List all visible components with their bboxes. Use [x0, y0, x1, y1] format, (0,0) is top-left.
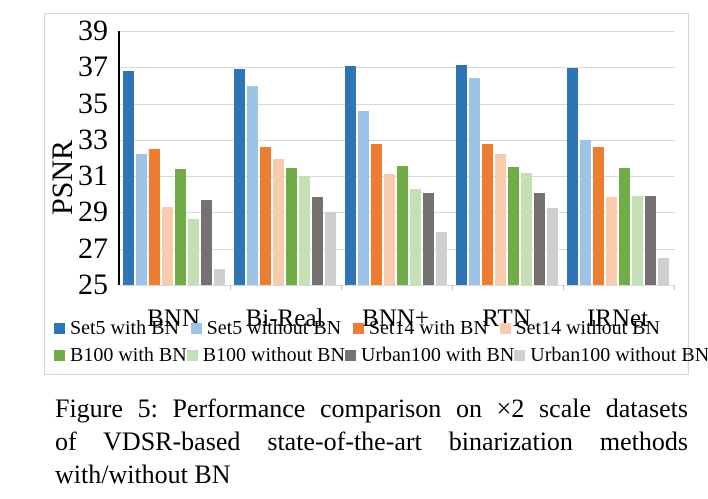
- y-tick-label-35: 35: [78, 86, 108, 120]
- bar-IRNet-set5-with-bn: [567, 68, 578, 285]
- bar-IRNet-b100-without-bn: [632, 196, 643, 285]
- legend-label: Set5 with BN: [70, 316, 179, 339]
- legend-item-urban100-with-bn: Urban100 with BN: [344, 343, 515, 367]
- bar-IRNet-urban100-with-bn: [645, 196, 656, 285]
- bar-BNN-b100-without-bn: [188, 218, 199, 285]
- legend-label: Urban100 without BN: [530, 343, 708, 366]
- legend-item-urban100-without-bn: Urban100 without BN: [514, 344, 708, 367]
- bar-RTN-set5-without-bn: [469, 78, 480, 285]
- legend-item-set5-without-bn: Set5 without BN: [190, 316, 342, 340]
- bar-BNN-set14-with-bn: [149, 148, 160, 285]
- bar-group-BNN: [120, 31, 231, 285]
- x-axis-tick: [230, 285, 231, 290]
- y-tick-label-33: 33: [78, 122, 108, 156]
- bar-BNN-set5-with-bn: [123, 70, 134, 285]
- figure-caption: Figure 5: Performance comparison on ×2 s…: [55, 392, 688, 491]
- bar-RTN-set5-with-bn: [456, 64, 467, 285]
- x-axis-tick: [563, 285, 564, 290]
- bar-IRNet-set5-without-bn: [580, 139, 591, 285]
- bar-RTN-set14-without-bn: [495, 154, 506, 285]
- legend-label: Set14 with BN: [368, 316, 488, 339]
- bar-BNN+-b100-without-bn: [410, 188, 421, 285]
- bar-BNN+-urban100-with-bn: [423, 193, 434, 285]
- bar-Bi-Real-b100-with-bn: [286, 168, 297, 285]
- gridline-y-25: [120, 285, 675, 286]
- bar-BNN+-set14-without-bn: [384, 174, 395, 285]
- y-tick-label-31: 31: [78, 159, 108, 193]
- y-tick-label-29: 29: [78, 195, 108, 229]
- gridline-y-33: [120, 140, 675, 141]
- bar-BNN+-b100-with-bn: [397, 166, 408, 285]
- gridline-y-37: [120, 67, 675, 68]
- gridline-y-39: [120, 31, 675, 32]
- legend-row-2: B100 with BN B100 without BN Urban100 with…: [45, 341, 708, 369]
- chart-panel: PSNR 39 37 35 33 31 29 27 25 BNN Bi-Real BNN+ RTN I…: [44, 13, 708, 375]
- bar-BNN-b100-with-bn: [175, 168, 186, 285]
- x-axis-tick: [341, 285, 342, 290]
- legend-label: B100 without BN: [202, 343, 345, 366]
- bar-Bi-Real-set14-without-bn: [273, 158, 284, 285]
- bar-BNN+-set14-with-bn: [371, 143, 382, 285]
- x-label-IRNet: IRNet: [586, 305, 649, 332]
- bar-BNN-set14-without-bn: [162, 207, 173, 285]
- bar-IRNet-set14-with-bn: [593, 147, 604, 285]
- y-tick-label-37: 37: [78, 50, 108, 84]
- x-axis-tick: [452, 285, 453, 290]
- legend-swatch-icon: [54, 349, 65, 361]
- bar-BNN+-set5-with-bn: [345, 65, 356, 285]
- bar-group-BNN+: [342, 31, 453, 285]
- bar-RTN-urban100-without-bn: [547, 207, 558, 285]
- bar-group-RTN: [453, 31, 564, 285]
- bar-IRNet-b100-with-bn: [619, 168, 630, 285]
- legend-row-1: Set5 with BN Set5 without BN Set14 with BN…: [45, 314, 690, 342]
- bar-Bi-Real-urban100-without-bn: [325, 211, 336, 285]
- bar-Bi-Real-b100-without-bn: [299, 176, 310, 285]
- bar-RTN-b100-without-bn: [521, 172, 532, 285]
- y-tick-label-25: 25: [78, 268, 108, 301]
- legend-label: B100 with BN: [70, 343, 187, 366]
- legend-item-b100-without-bn: B100 without BN: [186, 343, 345, 367]
- x-axis-tick: [674, 285, 675, 290]
- legend-label: Set5 without BN: [206, 316, 342, 339]
- bar-IRNet-urban100-without-bn: [658, 257, 669, 285]
- bar-RTN-set14-with-bn: [482, 144, 493, 285]
- y-tick-label-39: 39: [78, 14, 108, 47]
- legend-item-set5-with-bn: Set5 with BN: [54, 317, 179, 340]
- bar-BNN-set5-without-bn: [136, 154, 147, 285]
- legend-swatch-icon: [499, 322, 511, 334]
- bar-RTN-urban100-with-bn: [534, 193, 545, 285]
- bar-BNN-urban100-with-bn: [201, 199, 212, 285]
- legend-swatch-icon: [352, 322, 364, 334]
- bar-BNN-urban100-without-bn: [214, 268, 225, 285]
- legend-item-set14-with-bn: Set14 with BN: [352, 316, 488, 340]
- plot-area: [118, 31, 675, 290]
- y-tick-label-27: 27: [78, 231, 108, 265]
- bar-group-IRNet: [564, 31, 675, 285]
- bar-group-Bi-Real: [231, 31, 342, 285]
- legend-swatch-icon: [344, 349, 356, 361]
- caption-line: of VDSR-based state-of-the-art binarizat…: [55, 427, 688, 456]
- bar-IRNet-set14-without-bn: [606, 197, 617, 285]
- bar-Bi-Real-urban100-with-bn: [312, 197, 323, 285]
- legend-swatch-icon: [514, 349, 526, 361]
- legend-label: Set14 without BN: [515, 316, 660, 339]
- legend-swatch-icon: [54, 322, 65, 334]
- bar-BNN+-urban100-without-bn: [436, 232, 447, 285]
- bar-Bi-Real-set14-with-bn: [260, 147, 271, 285]
- gridline-y-35: [120, 104, 675, 105]
- legend-label: Urban100 with BN: [360, 343, 515, 366]
- x-label-BNN+: BNN+: [362, 305, 429, 332]
- legend-item-b100-with-bn: B100 with BN: [54, 344, 187, 367]
- legend-swatch-icon: [190, 322, 202, 334]
- x-label-Bi-Real: Bi-Real: [245, 305, 324, 332]
- legend-swatch-icon: [186, 349, 198, 361]
- caption-line: Figure 5: Performance comparison on ×2 s…: [55, 394, 688, 423]
- bar-Bi-Real-set5-with-bn: [234, 69, 245, 285]
- legend-item-set14-without-bn: Set14 without BN: [499, 316, 660, 340]
- bar-RTN-b100-with-bn: [508, 167, 519, 285]
- caption-line: with/without BN: [55, 460, 231, 489]
- bar-BNN+-set5-without-bn: [358, 110, 369, 285]
- bar-Bi-Real-set5-without-bn: [247, 86, 258, 285]
